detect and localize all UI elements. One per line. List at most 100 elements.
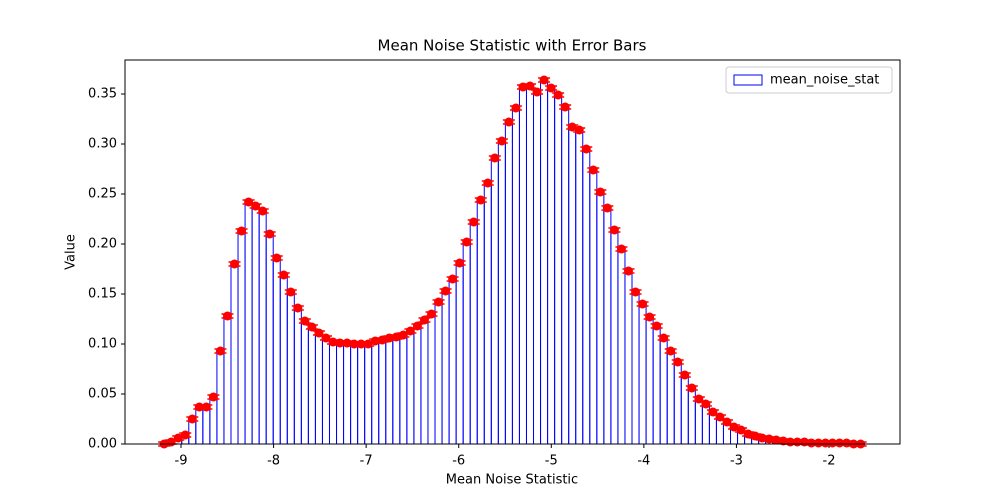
histogram-step bbox=[533, 91, 542, 444]
error-point bbox=[673, 357, 683, 367]
error-point bbox=[609, 225, 619, 235]
error-point bbox=[265, 229, 275, 239]
error-point bbox=[743, 429, 753, 439]
legend-swatch bbox=[733, 74, 763, 86]
error-point bbox=[616, 244, 626, 254]
histogram-step bbox=[504, 121, 513, 444]
y-tick-label: 0.20 bbox=[88, 237, 117, 252]
error-point bbox=[272, 253, 282, 263]
error-point bbox=[729, 422, 739, 432]
histogram-step bbox=[441, 290, 450, 444]
histogram-step bbox=[462, 241, 471, 444]
histogram-step bbox=[603, 207, 612, 444]
error-point bbox=[441, 286, 451, 296]
histogram-step bbox=[476, 199, 485, 444]
histogram-step bbox=[307, 326, 316, 444]
histogram-step bbox=[659, 337, 668, 444]
histogram-step bbox=[195, 406, 204, 444]
legend-box bbox=[725, 66, 893, 94]
histogram-step bbox=[300, 320, 309, 444]
histogram-step bbox=[406, 330, 415, 444]
error-point bbox=[623, 266, 633, 276]
error-point bbox=[483, 178, 493, 188]
error-point bbox=[750, 431, 760, 441]
y-tick-label: 0.05 bbox=[88, 387, 117, 402]
error-point bbox=[532, 87, 542, 97]
x-tick-label: -8 bbox=[267, 454, 280, 469]
error-point bbox=[546, 83, 556, 93]
error-point bbox=[476, 195, 486, 205]
histogram-step bbox=[708, 411, 717, 444]
error-point bbox=[201, 402, 211, 412]
histogram-step bbox=[617, 248, 626, 444]
error-point bbox=[553, 90, 563, 100]
error-point bbox=[652, 321, 662, 331]
histogram-step bbox=[328, 341, 338, 444]
x-tick-label: -5 bbox=[545, 454, 558, 469]
histogram-step bbox=[582, 148, 591, 444]
error-point bbox=[469, 217, 479, 227]
error-point bbox=[581, 144, 591, 154]
error-point bbox=[560, 102, 570, 112]
error-point bbox=[497, 136, 507, 146]
histogram-step bbox=[265, 233, 274, 444]
error-point bbox=[286, 287, 296, 297]
histogram-step bbox=[343, 342, 352, 444]
histogram-step bbox=[357, 343, 366, 444]
histogram-step bbox=[364, 343, 373, 444]
histogram-step bbox=[497, 140, 506, 444]
error-point bbox=[391, 332, 401, 342]
error-point bbox=[427, 309, 437, 319]
histogram-step bbox=[279, 274, 288, 444]
x-axis-label: Mean Noise Statistic bbox=[446, 473, 578, 488]
error-point bbox=[363, 339, 373, 349]
histogram-step bbox=[673, 361, 682, 444]
error-point bbox=[230, 259, 240, 269]
histogram-step bbox=[336, 342, 345, 444]
histogram-step bbox=[575, 129, 584, 444]
histogram-step bbox=[483, 182, 492, 444]
histogram-step bbox=[286, 291, 295, 444]
histogram-step bbox=[525, 85, 535, 444]
histogram-step bbox=[350, 343, 359, 444]
histogram-step bbox=[371, 340, 380, 444]
error-point bbox=[462, 237, 472, 247]
histogram-step bbox=[624, 270, 633, 444]
error-point bbox=[222, 311, 232, 321]
histogram-step bbox=[434, 301, 443, 444]
error-point bbox=[419, 315, 429, 325]
error-point bbox=[180, 430, 190, 440]
y-tick-label: 0.35 bbox=[88, 87, 117, 102]
plot-frame bbox=[124, 59, 901, 445]
y-tick-label: 0.25 bbox=[88, 187, 117, 202]
histogram-step bbox=[645, 316, 654, 444]
error-point bbox=[687, 383, 697, 393]
histogram-step bbox=[610, 229, 619, 444]
x-tick-label: -7 bbox=[360, 454, 373, 469]
histogram-step bbox=[469, 221, 478, 444]
error-point bbox=[455, 258, 465, 268]
error-point bbox=[645, 312, 655, 322]
histogram-step bbox=[596, 191, 605, 444]
error-point bbox=[448, 274, 458, 284]
error-point bbox=[377, 335, 387, 345]
y-tick-label: 0.15 bbox=[88, 287, 117, 302]
error-point bbox=[595, 187, 605, 197]
histogram-step bbox=[490, 157, 499, 444]
histogram-step bbox=[540, 79, 549, 444]
error-point bbox=[434, 297, 444, 307]
x-tick-label: -2 bbox=[823, 454, 836, 469]
error-point bbox=[525, 81, 535, 91]
histogram-step bbox=[230, 263, 239, 444]
error-point bbox=[511, 103, 521, 113]
error-point bbox=[504, 117, 514, 127]
error-point bbox=[300, 316, 310, 326]
chart-title: Mean Noise Statistic with Error Bars bbox=[378, 37, 647, 55]
histogram-step bbox=[518, 86, 527, 444]
histogram-step bbox=[314, 332, 323, 444]
error-point bbox=[574, 125, 584, 135]
legend-label: mean_noise_stat bbox=[770, 73, 879, 88]
histogram-step bbox=[638, 303, 647, 444]
error-point bbox=[412, 321, 422, 331]
error-point bbox=[215, 346, 225, 356]
